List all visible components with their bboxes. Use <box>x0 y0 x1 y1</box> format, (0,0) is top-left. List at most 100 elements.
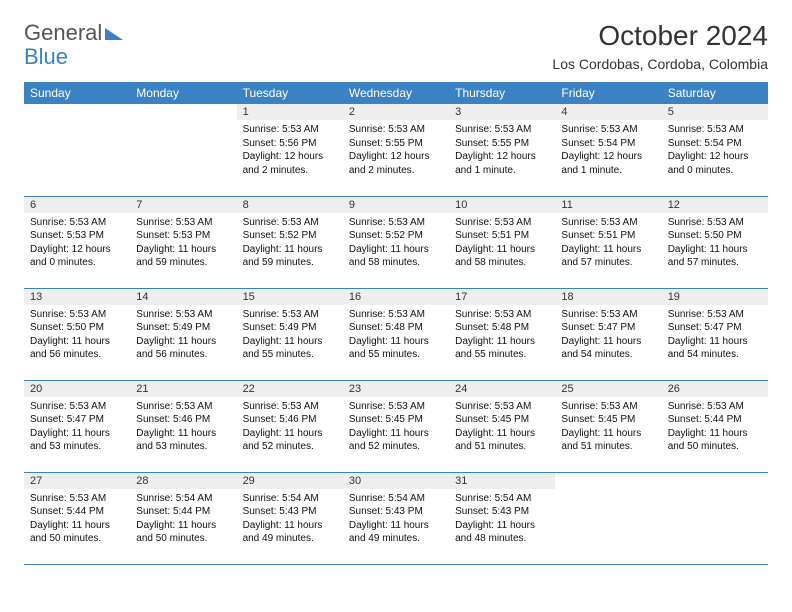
day-number: 22 <box>237 381 343 397</box>
sunset-text: Sunset: 5:52 PM <box>243 229 337 243</box>
sunrise-text: Sunrise: 5:53 AM <box>243 123 337 137</box>
day-content: Sunrise: 5:53 AMSunset: 5:46 PMDaylight:… <box>130 397 236 458</box>
sunrise-text: Sunrise: 5:53 AM <box>455 400 549 414</box>
daylight-text: Daylight: 11 hours and 50 minutes. <box>668 427 762 454</box>
logo-sail-icon <box>105 28 123 40</box>
day-header: Wednesday <box>343 82 449 104</box>
calendar-cell: 31Sunrise: 5:54 AMSunset: 5:43 PMDayligh… <box>449 472 555 564</box>
calendar-cell: 9Sunrise: 5:53 AMSunset: 5:52 PMDaylight… <box>343 196 449 288</box>
day-number: 6 <box>24 197 130 213</box>
calendar-cell: 16Sunrise: 5:53 AMSunset: 5:48 PMDayligh… <box>343 288 449 380</box>
daylight-text: Daylight: 11 hours and 49 minutes. <box>243 519 337 546</box>
sunset-text: Sunset: 5:44 PM <box>668 413 762 427</box>
day-content: Sunrise: 5:53 AMSunset: 5:49 PMDaylight:… <box>130 305 236 366</box>
day-number: 31 <box>449 473 555 489</box>
daylight-text: Daylight: 11 hours and 57 minutes. <box>668 243 762 270</box>
sunrise-text: Sunrise: 5:53 AM <box>455 123 549 137</box>
calendar-cell: 28Sunrise: 5:54 AMSunset: 5:44 PMDayligh… <box>130 472 236 564</box>
day-number: 17 <box>449 289 555 305</box>
day-content: Sunrise: 5:53 AMSunset: 5:54 PMDaylight:… <box>555 120 661 181</box>
sunset-text: Sunset: 5:45 PM <box>349 413 443 427</box>
sunrise-text: Sunrise: 5:53 AM <box>349 308 443 322</box>
day-number: 15 <box>237 289 343 305</box>
sunrise-text: Sunrise: 5:53 AM <box>243 400 337 414</box>
day-content: Sunrise: 5:53 AMSunset: 5:49 PMDaylight:… <box>237 305 343 366</box>
calendar-cell: 3Sunrise: 5:53 AMSunset: 5:55 PMDaylight… <box>449 104 555 196</box>
sunrise-text: Sunrise: 5:53 AM <box>136 216 230 230</box>
sunset-text: Sunset: 5:49 PM <box>136 321 230 335</box>
calendar-cell: 10Sunrise: 5:53 AMSunset: 5:51 PMDayligh… <box>449 196 555 288</box>
sunset-text: Sunset: 5:43 PM <box>349 505 443 519</box>
sunset-text: Sunset: 5:51 PM <box>455 229 549 243</box>
day-number: 13 <box>24 289 130 305</box>
day-content: Sunrise: 5:53 AMSunset: 5:56 PMDaylight:… <box>237 120 343 181</box>
daylight-text: Daylight: 11 hours and 55 minutes. <box>349 335 443 362</box>
daylight-text: Daylight: 12 hours and 2 minutes. <box>349 150 443 177</box>
day-header: Friday <box>555 82 661 104</box>
calendar-cell: 17Sunrise: 5:53 AMSunset: 5:48 PMDayligh… <box>449 288 555 380</box>
calendar-cell: 13Sunrise: 5:53 AMSunset: 5:50 PMDayligh… <box>24 288 130 380</box>
day-number <box>555 473 661 489</box>
sunset-text: Sunset: 5:47 PM <box>30 413 124 427</box>
day-number: 23 <box>343 381 449 397</box>
day-content: Sunrise: 5:53 AMSunset: 5:45 PMDaylight:… <box>343 397 449 458</box>
daylight-text: Daylight: 11 hours and 54 minutes. <box>668 335 762 362</box>
sunset-text: Sunset: 5:47 PM <box>668 321 762 335</box>
day-content: Sunrise: 5:53 AMSunset: 5:47 PMDaylight:… <box>662 305 768 366</box>
day-number: 24 <box>449 381 555 397</box>
day-number: 12 <box>662 197 768 213</box>
sunrise-text: Sunrise: 5:53 AM <box>349 216 443 230</box>
calendar-week-row: 20Sunrise: 5:53 AMSunset: 5:47 PMDayligh… <box>24 380 768 472</box>
calendar-cell <box>555 472 661 564</box>
sunset-text: Sunset: 5:52 PM <box>349 229 443 243</box>
calendar-table: SundayMondayTuesdayWednesdayThursdayFrid… <box>24 82 768 565</box>
day-content: Sunrise: 5:53 AMSunset: 5:48 PMDaylight:… <box>449 305 555 366</box>
sunrise-text: Sunrise: 5:53 AM <box>243 216 337 230</box>
sunrise-text: Sunrise: 5:53 AM <box>30 400 124 414</box>
sunrise-text: Sunrise: 5:53 AM <box>561 308 655 322</box>
calendar-week-row: 13Sunrise: 5:53 AMSunset: 5:50 PMDayligh… <box>24 288 768 380</box>
day-number: 5 <box>662 104 768 120</box>
sunset-text: Sunset: 5:54 PM <box>561 137 655 151</box>
calendar-cell: 1Sunrise: 5:53 AMSunset: 5:56 PMDaylight… <box>237 104 343 196</box>
day-content: Sunrise: 5:53 AMSunset: 5:51 PMDaylight:… <box>555 213 661 274</box>
day-content: Sunrise: 5:54 AMSunset: 5:44 PMDaylight:… <box>130 489 236 550</box>
day-number: 19 <box>662 289 768 305</box>
day-number: 3 <box>449 104 555 120</box>
calendar-cell: 11Sunrise: 5:53 AMSunset: 5:51 PMDayligh… <box>555 196 661 288</box>
sunrise-text: Sunrise: 5:54 AM <box>136 492 230 506</box>
day-header: Tuesday <box>237 82 343 104</box>
day-content: Sunrise: 5:53 AMSunset: 5:47 PMDaylight:… <box>24 397 130 458</box>
daylight-text: Daylight: 11 hours and 52 minutes. <box>349 427 443 454</box>
day-number <box>24 104 130 120</box>
day-number: 27 <box>24 473 130 489</box>
sunset-text: Sunset: 5:50 PM <box>668 229 762 243</box>
sunset-text: Sunset: 5:43 PM <box>243 505 337 519</box>
calendar-cell: 8Sunrise: 5:53 AMSunset: 5:52 PMDaylight… <box>237 196 343 288</box>
calendar-cell <box>24 104 130 196</box>
sunset-text: Sunset: 5:43 PM <box>455 505 549 519</box>
logo: General <box>24 20 123 46</box>
sunrise-text: Sunrise: 5:53 AM <box>349 400 443 414</box>
daylight-text: Daylight: 11 hours and 59 minutes. <box>136 243 230 270</box>
title-block: October 2024 Los Cordobas, Cordoba, Colo… <box>552 20 768 72</box>
sunset-text: Sunset: 5:53 PM <box>30 229 124 243</box>
header: General October 2024 Los Cordobas, Cordo… <box>24 20 768 72</box>
sunrise-text: Sunrise: 5:53 AM <box>30 216 124 230</box>
day-header: Thursday <box>449 82 555 104</box>
day-number: 2 <box>343 104 449 120</box>
sunrise-text: Sunrise: 5:53 AM <box>30 492 124 506</box>
daylight-text: Daylight: 11 hours and 56 minutes. <box>136 335 230 362</box>
sunset-text: Sunset: 5:55 PM <box>349 137 443 151</box>
daylight-text: Daylight: 11 hours and 50 minutes. <box>30 519 124 546</box>
daylight-text: Daylight: 11 hours and 48 minutes. <box>455 519 549 546</box>
day-number: 4 <box>555 104 661 120</box>
daylight-text: Daylight: 11 hours and 59 minutes. <box>243 243 337 270</box>
day-header: Sunday <box>24 82 130 104</box>
sunrise-text: Sunrise: 5:53 AM <box>561 123 655 137</box>
calendar-cell: 27Sunrise: 5:53 AMSunset: 5:44 PMDayligh… <box>24 472 130 564</box>
day-content: Sunrise: 5:53 AMSunset: 5:53 PMDaylight:… <box>24 213 130 274</box>
daylight-text: Daylight: 12 hours and 0 minutes. <box>668 150 762 177</box>
day-number: 30 <box>343 473 449 489</box>
daylight-text: Daylight: 12 hours and 0 minutes. <box>30 243 124 270</box>
